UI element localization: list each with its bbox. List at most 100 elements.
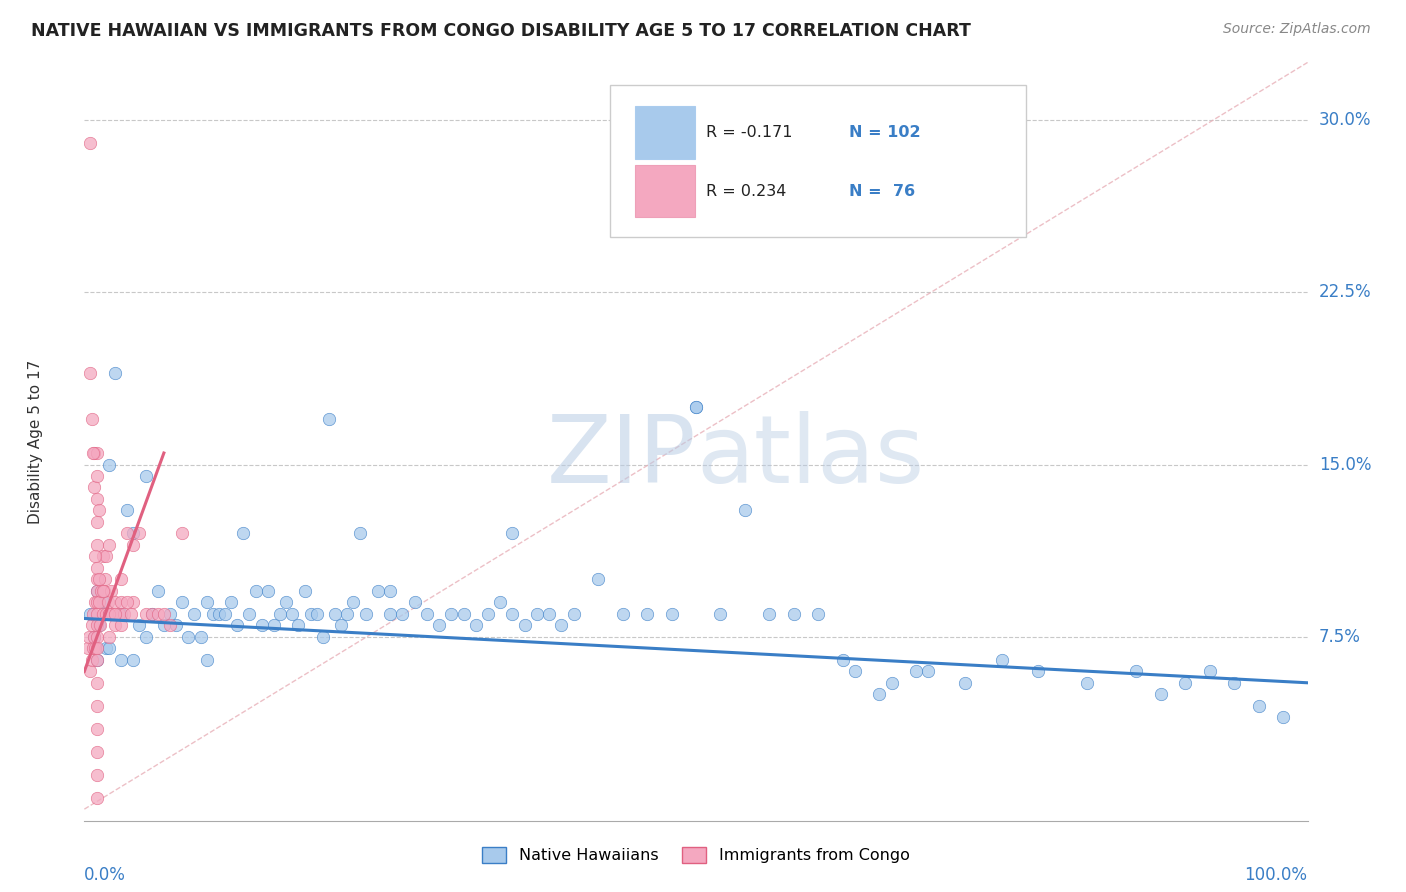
Point [153, 607, 176, 621]
Point [86, 653, 108, 667]
Text: R = -0.171: R = -0.171 [706, 125, 792, 140]
Point [238, 607, 260, 621]
FancyBboxPatch shape [610, 85, 1026, 236]
Point [354, 607, 377, 621]
Point [502, 526, 524, 541]
Point [1028, 665, 1050, 679]
Point [112, 607, 135, 621]
Point [367, 583, 389, 598]
Point [91, 607, 114, 621]
Point [83, 446, 105, 460]
Point [110, 607, 132, 621]
Point [276, 595, 298, 609]
Point [84, 595, 107, 609]
Point [91, 549, 114, 564]
Point [82, 446, 104, 460]
Point [440, 607, 463, 621]
Point [86, 607, 108, 621]
Point [97, 607, 120, 621]
Point [77, 641, 100, 656]
Point [330, 618, 353, 632]
Point [83, 630, 105, 644]
Point [195, 653, 218, 667]
Point [128, 526, 150, 541]
Point [80, 411, 103, 425]
Point [612, 607, 634, 621]
Point [93, 583, 115, 598]
Point [172, 595, 194, 609]
Point [159, 607, 181, 621]
FancyBboxPatch shape [636, 106, 695, 159]
Point [122, 653, 145, 667]
Text: R = 0.234: R = 0.234 [706, 184, 786, 199]
Point [709, 607, 731, 621]
Point [135, 469, 157, 483]
Point [146, 607, 169, 621]
Point [86, 675, 108, 690]
Point [257, 583, 280, 598]
Point [96, 549, 118, 564]
Point [122, 526, 145, 541]
Point [86, 641, 108, 656]
Point [844, 665, 866, 679]
Point [299, 607, 322, 621]
Point [80, 618, 103, 632]
Point [685, 400, 707, 414]
Point [86, 745, 108, 759]
Point [79, 136, 101, 150]
Point [201, 607, 224, 621]
Point [1125, 665, 1147, 679]
Point [135, 607, 157, 621]
Point [97, 630, 120, 644]
Point [122, 538, 145, 552]
Text: Disability Age 5 to 17: Disability Age 5 to 17 [28, 359, 44, 524]
Point [869, 687, 891, 701]
Point [245, 583, 267, 598]
Legend: Native Hawaiians, Immigrants from Congo: Native Hawaiians, Immigrants from Congo [475, 840, 917, 870]
Point [141, 607, 163, 621]
Point [831, 653, 853, 667]
Point [636, 607, 658, 621]
Point [82, 607, 104, 621]
Point [758, 607, 780, 621]
Point [110, 573, 132, 587]
Point [100, 583, 122, 598]
Text: 0.0%: 0.0% [84, 866, 127, 884]
Point [104, 607, 127, 621]
Text: 7.5%: 7.5% [1319, 628, 1361, 646]
Point [165, 618, 187, 632]
Point [80, 653, 103, 667]
Point [107, 607, 129, 621]
Point [905, 665, 928, 679]
Point [172, 526, 194, 541]
Point [87, 503, 110, 517]
Point [96, 607, 118, 621]
Point [526, 607, 548, 621]
Point [94, 573, 117, 587]
Point [427, 618, 450, 632]
Point [153, 618, 176, 632]
Point [685, 400, 707, 414]
Text: 15.0%: 15.0% [1319, 456, 1371, 474]
Text: Source: ZipAtlas.com: Source: ZipAtlas.com [1223, 22, 1371, 37]
Point [190, 630, 212, 644]
Point [141, 607, 163, 621]
Point [97, 595, 120, 609]
Point [97, 458, 120, 472]
Point [86, 767, 108, 781]
Point [128, 618, 150, 632]
Text: ZIP: ZIP [547, 410, 696, 503]
Point [97, 607, 120, 621]
Point [807, 607, 830, 621]
Point [336, 607, 359, 621]
Point [84, 641, 107, 656]
Point [96, 641, 118, 656]
Point [159, 618, 181, 632]
Point [734, 503, 756, 517]
Point [84, 549, 107, 564]
Point [110, 618, 132, 632]
Point [226, 618, 249, 632]
Point [86, 469, 108, 483]
Point [880, 675, 903, 690]
Point [208, 607, 231, 621]
